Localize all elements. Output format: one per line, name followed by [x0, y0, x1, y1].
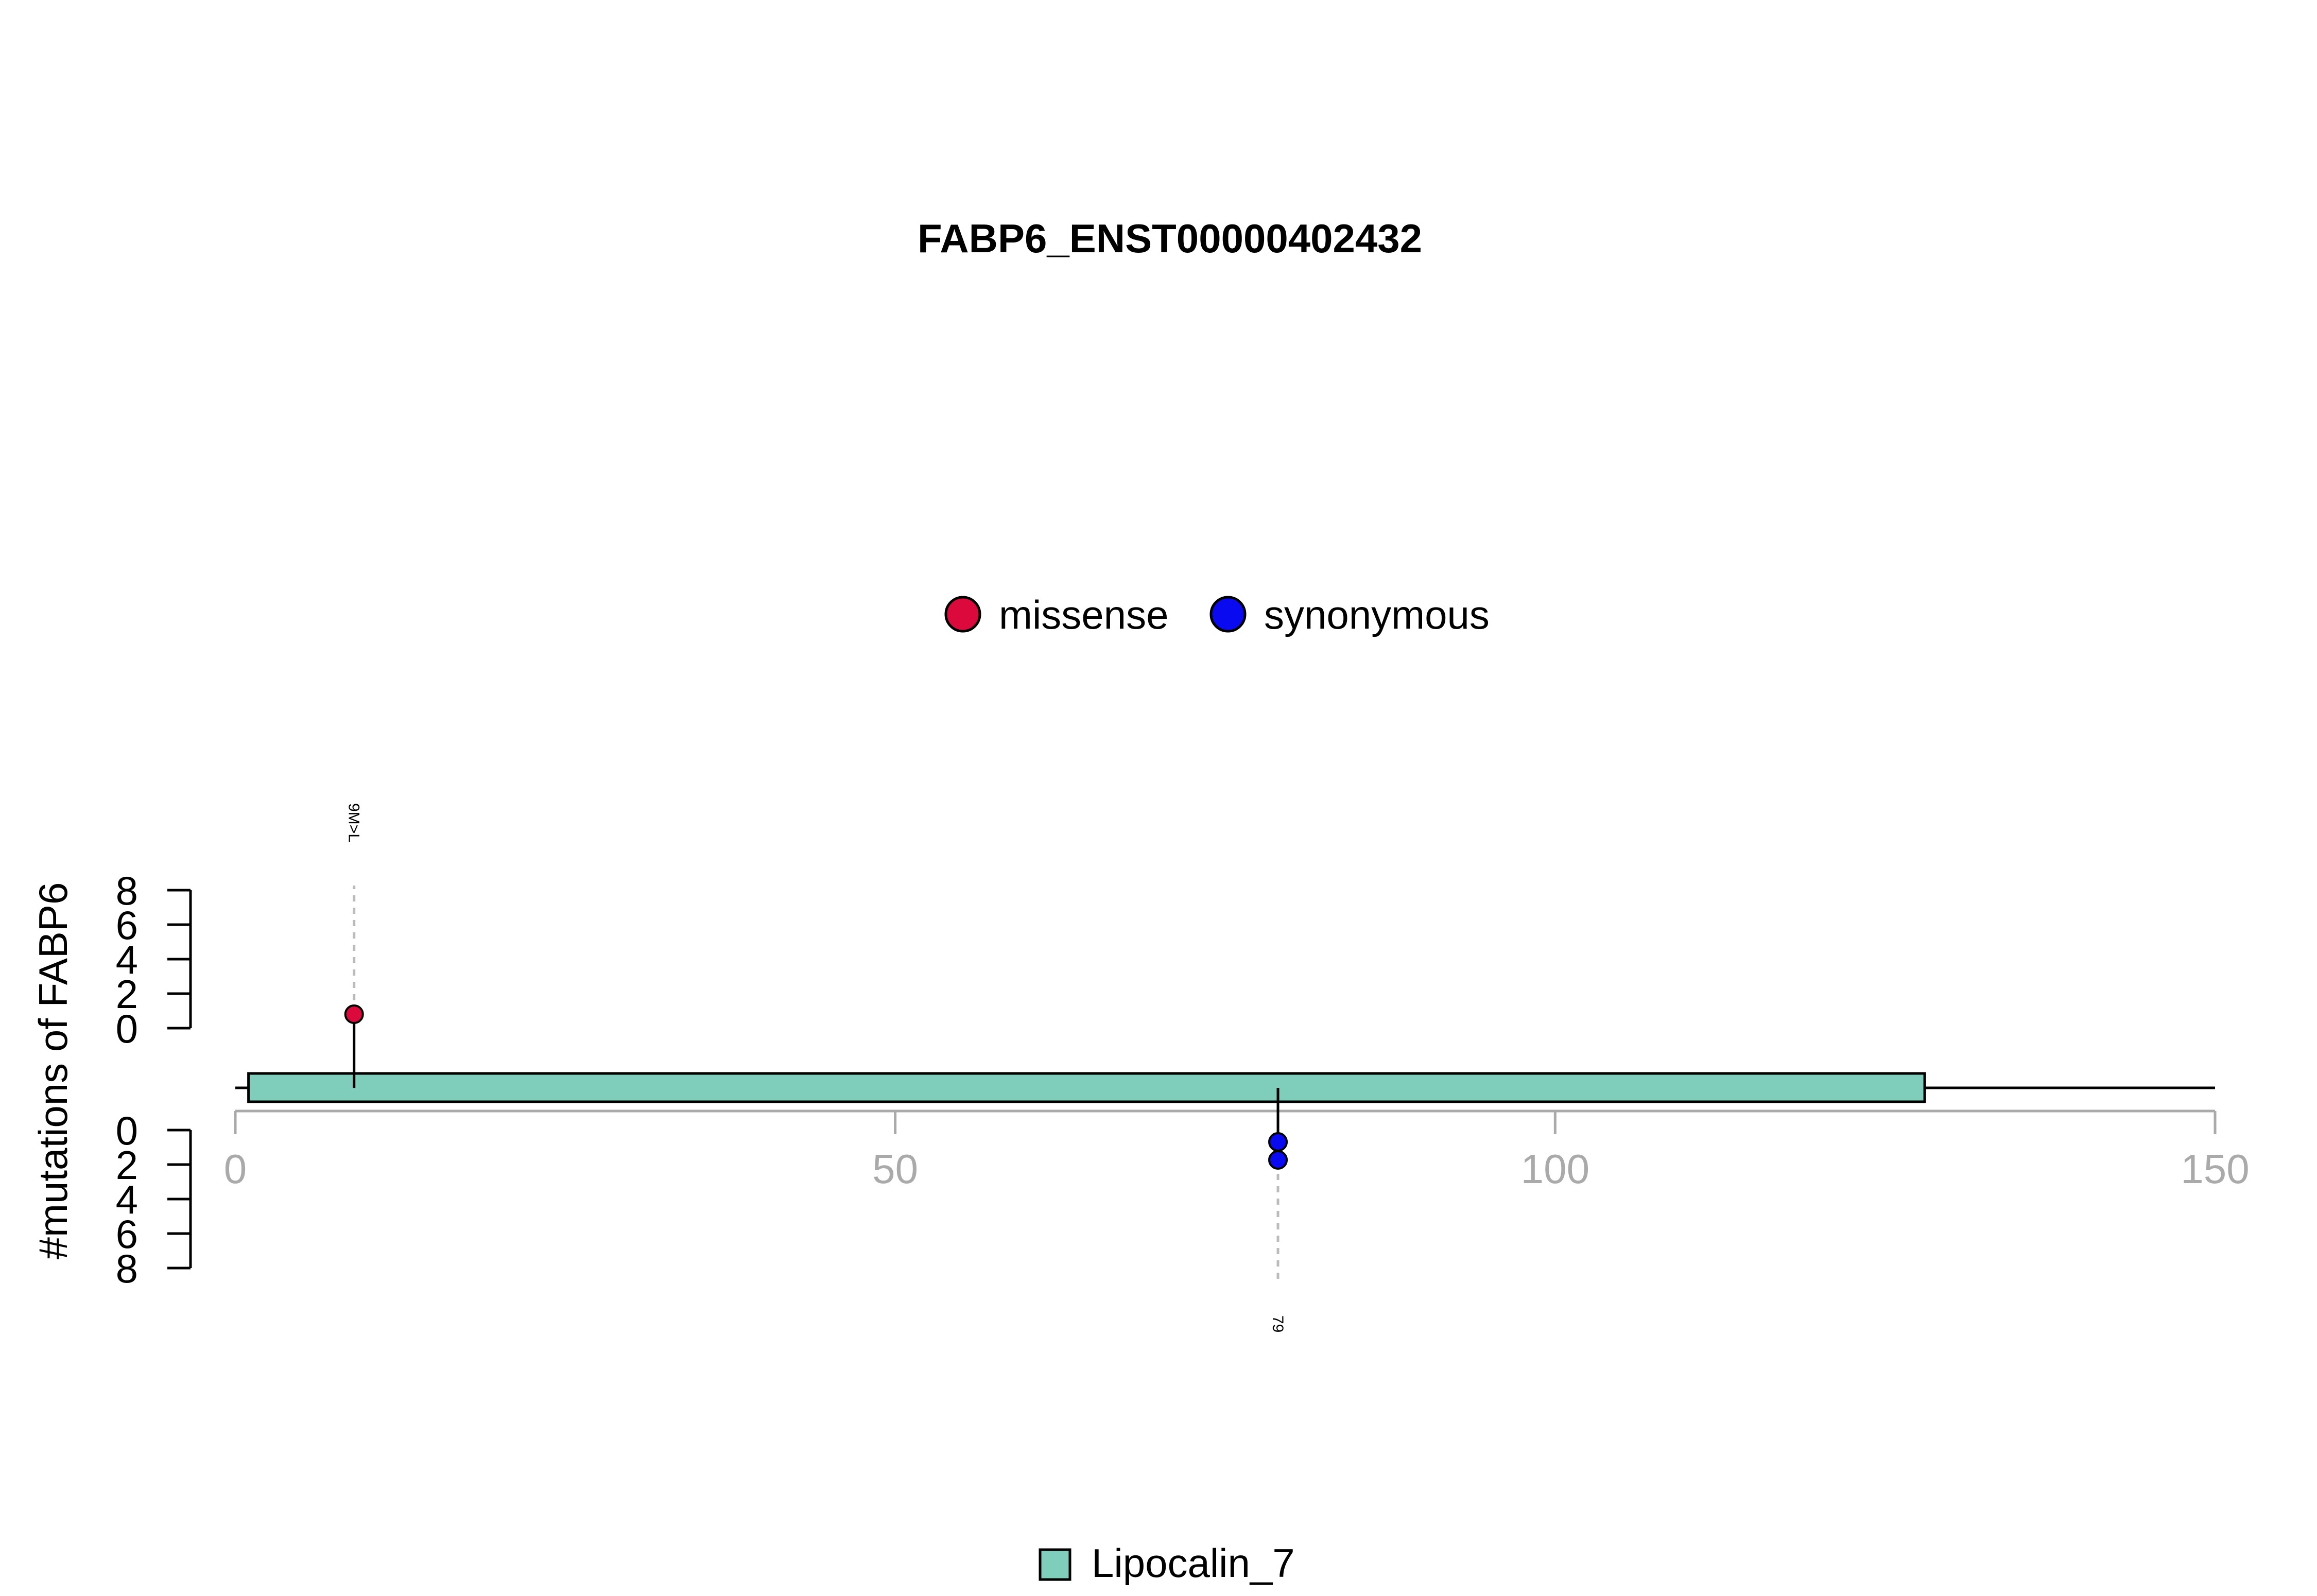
- chart-title: FABP6_ENST00000402432: [918, 216, 1422, 261]
- top-y-tick-label-2: 4: [116, 937, 138, 982]
- legend-label-synonymous: synonymous: [1264, 592, 1490, 637]
- top-y-tick-label-3: 6: [116, 903, 138, 948]
- domain-legend-marker-0: [1039, 1548, 1071, 1581]
- domain-legend: Lipocalin_7: [1039, 1540, 1295, 1586]
- x-tick-label-2: 100: [1521, 1146, 1589, 1192]
- mutation-point-1-0: [1268, 1132, 1288, 1152]
- top-y-tick-label-1: 2: [116, 972, 138, 1017]
- bottom-y-tick-label-1: 2: [116, 1142, 138, 1188]
- legend-marker-missense: [944, 596, 981, 633]
- top-y-tick-label-0: 0: [116, 1006, 138, 1051]
- legend: missense synonymous: [944, 592, 1490, 637]
- mutation-point-0-0: [344, 1004, 364, 1024]
- x-tick-label-0: 0: [224, 1146, 247, 1192]
- top-y-tick-label-4: 8: [116, 868, 138, 913]
- bottom-y-tick-label-2: 4: [116, 1177, 138, 1222]
- y-axis-label: #mutations of FABP6: [30, 882, 76, 1260]
- bottom-y-tick-label-3: 6: [116, 1211, 138, 1257]
- bottom-y-tick-label-4: 8: [116, 1246, 138, 1291]
- legend-marker-synonymous: [1209, 596, 1247, 633]
- bottom-y-tick-label-0: 0: [116, 1108, 138, 1153]
- mutation-label-0: 9M>L: [345, 803, 362, 842]
- legend-label-missense: missense: [999, 592, 1168, 637]
- mutation-label-1: 79: [1269, 1315, 1286, 1332]
- domain-box-0: [247, 1072, 1926, 1103]
- x-tick-label-1: 50: [872, 1146, 918, 1192]
- mutation-point-1-1: [1268, 1150, 1288, 1170]
- domain-legend-label-0: Lipocalin_7: [1092, 1540, 1295, 1586]
- x-tick-label-3: 150: [2181, 1146, 2249, 1192]
